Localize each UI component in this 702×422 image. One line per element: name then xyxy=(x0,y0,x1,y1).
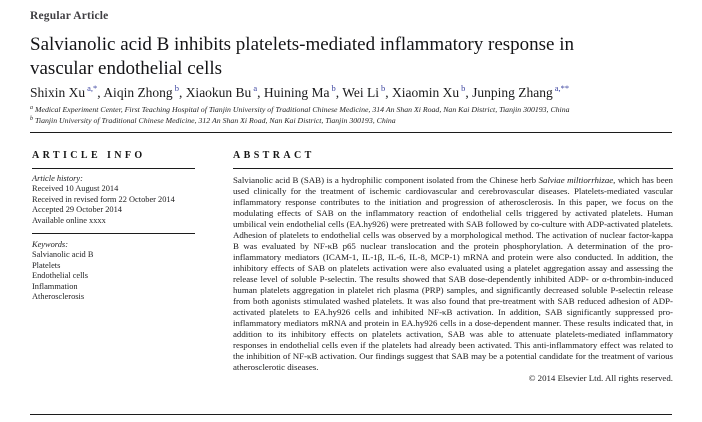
author-affiliation-superscript: a,* xyxy=(87,83,98,93)
article-info-section-rule xyxy=(32,233,195,235)
author-name: Wei Li xyxy=(342,85,380,100)
author: Junping Zhang a,** xyxy=(472,83,570,100)
abstract-italic-species-name: Salviae miltiorrhizae xyxy=(538,175,614,185)
author: Aiqin Zhong b, xyxy=(103,83,186,100)
keyword-item: Platelets xyxy=(32,260,61,270)
author-separator: , xyxy=(97,85,104,100)
keyword-item: Endothelial cells xyxy=(32,271,89,281)
history-line: Accepted 29 October 2014 xyxy=(32,205,122,215)
keyword-item: Inflammation xyxy=(32,281,78,291)
authors-line: Shixin Xu a,*, Aiqin Zhong b, Xiaokun Bu a,… xyxy=(30,83,690,101)
article-type-label: Regular Article xyxy=(30,10,109,22)
history-line: Received in revised form 22 October 2014 xyxy=(32,194,175,204)
history-line: Received 10 August 2014 xyxy=(32,184,119,194)
abstract-part-2: , which has been used clinically for the… xyxy=(233,175,673,372)
author: Shixin Xu a,*, xyxy=(30,83,104,100)
article-info-heading-word: INFO xyxy=(107,150,146,161)
author: Wei Li b, xyxy=(342,83,393,100)
keyword-item: Atherosclerosis xyxy=(32,292,85,302)
affiliation-text: Medical Experiment Center, First Teachin… xyxy=(35,105,570,114)
affiliation-line: a Medical Experiment Center, First Teachi… xyxy=(30,104,680,115)
affiliation-text: Tianjin University of Traditional Chines… xyxy=(35,115,396,125)
affiliation-marker: a xyxy=(30,105,33,111)
author-separator: , xyxy=(257,85,264,100)
affiliations-block: a Medical Experiment Center, First Teachi… xyxy=(30,104,680,125)
abstract-heading: ABSTRACT xyxy=(233,150,315,161)
keywords-label: Keywords: xyxy=(32,240,68,250)
author-separator: , xyxy=(178,85,186,100)
author-affiliation-superscript: a xyxy=(253,83,258,93)
author: Huining Ma b, xyxy=(263,83,343,100)
author-affiliation-superscript: b xyxy=(381,83,386,93)
abstract-heading-rule xyxy=(233,168,673,169)
author-affiliation-superscript: b xyxy=(174,83,179,93)
article-info-heading-rule xyxy=(32,168,195,169)
author-name: Huining Ma xyxy=(263,85,330,100)
author-name: Shixin Xu xyxy=(30,85,86,100)
author-name: Xiaokun Bu xyxy=(185,85,252,100)
author-separator: , xyxy=(465,85,473,100)
article-history-label: Article history: xyxy=(32,174,83,183)
affiliation-line: b Tianjin University of Traditional Chine… xyxy=(30,115,680,126)
article-history-block: Article history: Received 10 August 2014… xyxy=(32,174,195,226)
author-name: Aiqin Zhong xyxy=(103,85,173,100)
author-separator: , xyxy=(385,85,393,100)
author-name: Junping Zhang xyxy=(472,85,553,100)
footer-rule xyxy=(30,414,672,415)
header-divider-rule xyxy=(30,132,672,133)
history-line: Available online xxxx xyxy=(32,215,106,225)
copyright-line: © 2014 Elsevier Ltd. All rights reserved… xyxy=(528,373,673,383)
article-info-column: ARTICLE INFO Article history: Received 10… xyxy=(32,150,195,302)
keyword-item: Salvianolic acid B xyxy=(32,250,94,260)
author-name: Xiaomin Xu xyxy=(392,85,460,100)
paper-title: Salvianolic acid B inhibits platelets-me… xyxy=(30,34,575,79)
author: Xiaomin Xu b, xyxy=(392,83,473,100)
author-separator: , xyxy=(335,85,343,100)
keywords-block: Keywords: Salvianolic acid B Platelets E… xyxy=(32,240,195,302)
author: Xiaokun Bu a, xyxy=(185,83,264,100)
article-info-heading-word: ARTICLE xyxy=(32,150,102,161)
affiliation-marker: b xyxy=(30,115,33,122)
abstract-part-1: Salvianolic acid B (SAB) is a hydrophili… xyxy=(233,175,539,185)
abstract-column: ABSTRACT Salvianolic acid B (SAB) is a h… xyxy=(233,150,673,384)
abstract-text: Salvianolic acid B (SAB) is a hydrophili… xyxy=(233,175,673,373)
author-affiliation-superscript: a,** xyxy=(554,83,570,93)
author-affiliation-superscript: b xyxy=(461,83,466,93)
author-affiliation-superscript: b xyxy=(331,83,336,93)
article-info-heading: ARTICLE INFO xyxy=(32,150,195,161)
